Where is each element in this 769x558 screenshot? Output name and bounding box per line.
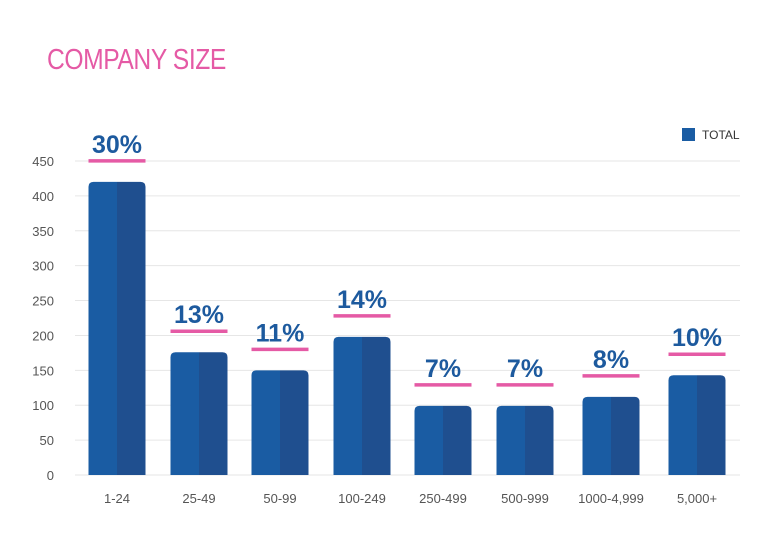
bar-shade-1000-4,999 — [611, 396, 640, 475]
x-tick-label: 5,000+ — [677, 491, 717, 506]
bar-1000-4,999 — [582, 396, 611, 475]
bar-50-99 — [251, 370, 280, 475]
x-tick-label: 1000-4,999 — [578, 491, 644, 506]
y-tick-label: 100 — [32, 398, 54, 413]
bar-25-49 — [170, 352, 199, 475]
bar-shade-250-499 — [443, 405, 472, 475]
chart-title: COMPANY SIZE — [47, 44, 226, 76]
bar-100-249 — [333, 336, 362, 475]
x-tick-label: 50-99 — [263, 491, 296, 506]
data-label: 10% — [672, 324, 722, 352]
bar-shade-500-999 — [525, 405, 554, 475]
bar-shade-50-99 — [280, 370, 309, 475]
y-tick-label: 150 — [32, 363, 54, 378]
bar-shade-25-49 — [199, 352, 228, 475]
bar-1-24 — [88, 181, 117, 475]
bar-500-999 — [496, 405, 525, 475]
bar-shade-1-24 — [117, 181, 146, 475]
x-tick-label: 25-49 — [182, 491, 215, 506]
data-label: 13% — [174, 301, 224, 329]
data-label: 8% — [593, 346, 629, 374]
data-label: 7% — [507, 355, 543, 383]
y-tick-label: 450 — [32, 154, 54, 169]
y-tick-label: 200 — [32, 328, 54, 343]
data-label: 7% — [425, 355, 461, 383]
bar-shade-100-249 — [362, 336, 391, 475]
y-tick-label: 0 — [47, 468, 54, 483]
data-label: 30% — [92, 131, 142, 159]
x-tick-label: 100-249 — [338, 491, 386, 506]
y-tick-label: 50 — [40, 433, 54, 448]
y-tick-label: 250 — [32, 294, 54, 309]
legend-label: TOTAL — [702, 128, 740, 142]
bar-5,000+ — [668, 375, 697, 475]
y-tick-label: 350 — [32, 224, 54, 239]
x-tick-label: 250-499 — [419, 491, 467, 506]
y-tick-label: 300 — [32, 259, 54, 274]
data-label: 14% — [337, 286, 387, 314]
legend-swatch — [682, 128, 695, 141]
x-tick-label: 500-999 — [501, 491, 549, 506]
data-label: 11% — [256, 319, 305, 347]
y-tick-label: 400 — [32, 189, 54, 204]
bar-shade-5,000+ — [697, 375, 726, 475]
bar-250-499 — [414, 405, 443, 475]
x-tick-label: 1-24 — [104, 491, 130, 506]
